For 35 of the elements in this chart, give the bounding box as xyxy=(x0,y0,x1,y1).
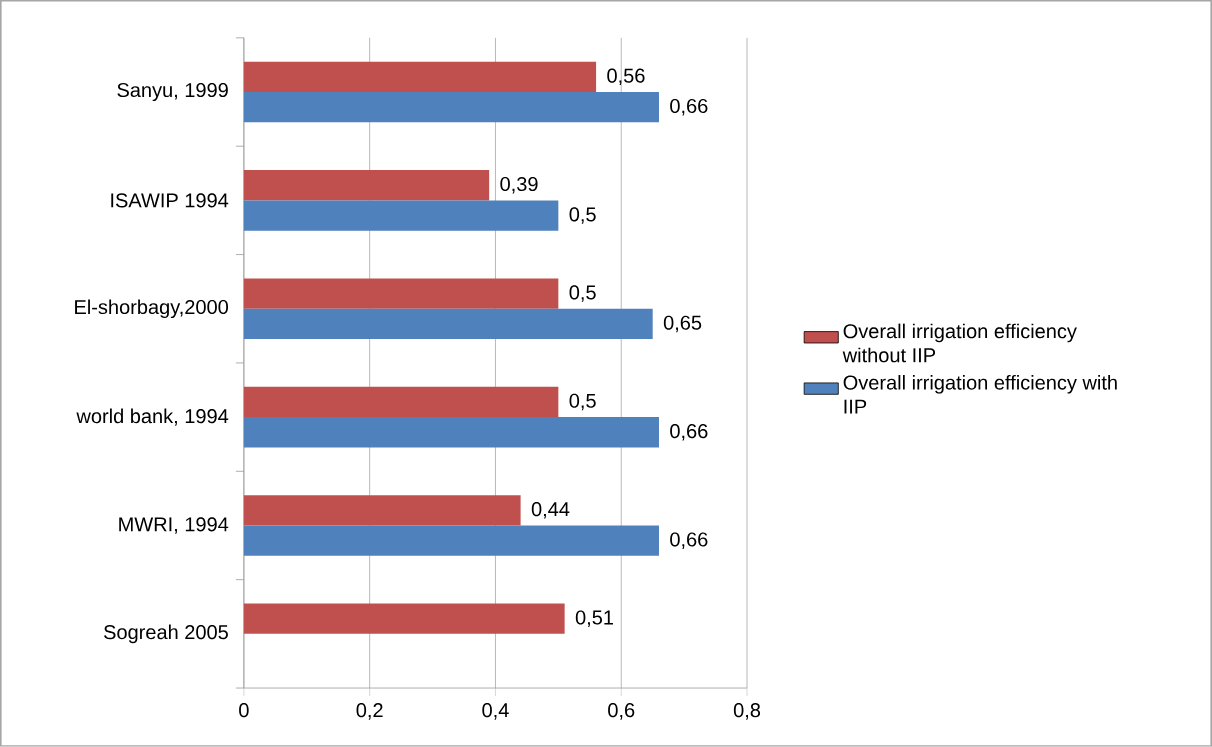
data-label: 0,65 xyxy=(663,315,702,333)
data-label: 0,51 xyxy=(575,610,614,628)
x-tick-label: 0,2 xyxy=(356,703,383,720)
y-tick-label: Sogreah 2005 xyxy=(104,624,228,644)
bar xyxy=(243,386,559,418)
bar xyxy=(243,308,653,340)
x-tick-label: 0,8 xyxy=(733,703,761,720)
y-tick-label: El-shorbagy,2000 xyxy=(75,299,229,319)
data-label: 0,39 xyxy=(500,177,538,194)
data-label: 0,5 xyxy=(569,285,596,302)
x-tick-label: 0,4 xyxy=(482,703,509,720)
bar xyxy=(243,61,597,93)
bar xyxy=(243,495,521,526)
data-label: 0,56 xyxy=(607,68,645,86)
x-tick-label: 0 xyxy=(239,703,249,718)
data-label: 0,5 xyxy=(569,207,596,224)
bar xyxy=(243,417,659,448)
bar xyxy=(243,603,565,634)
bar xyxy=(243,278,559,309)
y-tick-label: world bank, 1994 xyxy=(76,408,229,426)
x-tick-label: 0,6 xyxy=(608,703,635,720)
bar xyxy=(243,200,559,231)
data-label: 0,66 xyxy=(670,532,708,550)
y-tick-label: ISAWIP 1994 xyxy=(111,193,229,208)
y-tick-label: MWRI, 1994 xyxy=(119,517,229,534)
data-label: 0,44 xyxy=(531,502,570,519)
bar xyxy=(243,525,659,556)
legend-label: Overall irrigation efficiency without IIP xyxy=(842,323,1077,363)
bar xyxy=(243,170,490,201)
y-tick-label: Sanyu, 1999 xyxy=(117,83,228,102)
data-label: 0,66 xyxy=(670,99,708,116)
bar xyxy=(243,92,659,123)
data-label: 0,66 xyxy=(670,424,708,441)
legend-label: Overall irrigation efficiency with IIP xyxy=(843,375,1117,414)
data-label: 0,5 xyxy=(569,393,596,411)
